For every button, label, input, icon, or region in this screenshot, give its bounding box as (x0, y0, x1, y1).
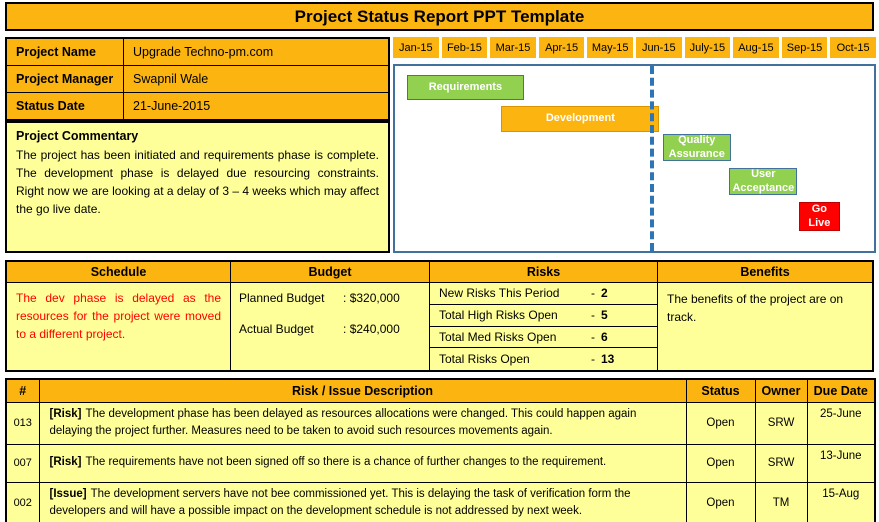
risk-stat-row: Total Med Risks Open -6 (430, 327, 657, 349)
status-date-label: Status Date (5, 92, 124, 121)
issue-description: [Risk] The development phase has been del… (38, 402, 687, 445)
month-cell: Oct-15 (830, 37, 876, 58)
budget-header: Budget (231, 262, 430, 283)
project-name-label: Project Name (5, 37, 124, 66)
issue-id: 007 (5, 443, 40, 483)
project-manager-label: Project Manager (5, 65, 124, 93)
risks-header: Risks (430, 262, 658, 283)
actual-budget-line: Actual Budget: $240,000 (239, 322, 421, 336)
issue-id: 013 (5, 402, 40, 445)
due-date-column-header: Due Date (806, 378, 876, 403)
risk-stat-label: Total High Risks Open (439, 308, 558, 323)
risk-stat-value: 6 (601, 329, 608, 344)
commentary-box: Project Commentary The project has been … (5, 121, 390, 253)
actual-budget-label: Actual Budget (239, 322, 314, 336)
planned-budget-line: Planned Budget: $320,000 (239, 291, 421, 305)
risk-stat-dash: - (591, 286, 595, 301)
commentary-heading: Project Commentary (16, 129, 139, 143)
issue-status: Open (685, 481, 756, 522)
risk-stat-dash: - (591, 352, 595, 367)
month-cell: May-15 (587, 37, 633, 58)
phase-bar-development: Development (501, 106, 660, 132)
summary-table: Schedule Budget Risks Benefits The dev p… (5, 260, 874, 372)
issue-description: [Issue] The development servers have not … (38, 481, 687, 522)
month-cell: July-15 (684, 37, 731, 58)
issue-owner: SRW (754, 402, 808, 445)
timeline-month-header: Jan-15 Feb-15 Mar-15 Apr-15 May-15 Jun-1… (393, 37, 876, 58)
risk-stat-row: Total Risks Open -13 (430, 348, 657, 370)
risk-stat-value: 5 (601, 308, 608, 323)
status-date-value: 21-June-2015 (123, 92, 390, 121)
status-date-marker-line (649, 66, 654, 251)
planned-budget-value: $320,000 (349, 291, 400, 305)
issue-owner: TM (754, 481, 808, 522)
month-cell: Apr-15 (538, 37, 585, 58)
risk-issue-header-row: # Risk / Issue Description Status Owner … (5, 378, 876, 403)
project-manager-value: Swapnil Wale (123, 65, 390, 93)
benefits-text: The benefits of the project are on track… (658, 283, 872, 370)
issue-due-date: 25-June (806, 402, 876, 445)
risks-cell: New Risks This Period -2 Total High Risks… (430, 283, 658, 370)
issue-tag: [Issue] (49, 487, 87, 500)
issue-status: Open (685, 402, 756, 445)
month-cell: Mar-15 (490, 37, 536, 58)
risk-stat-row: Total High Risks Open -5 (430, 305, 657, 327)
issue-row: 002 [Issue] The development servers have … (5, 481, 876, 522)
project-manager-row: Project Manager Swapnil Wale (5, 65, 390, 93)
risk-stat-dash: - (591, 329, 595, 344)
risk-issue-table: # Risk / Issue Description Status Owner … (5, 378, 876, 522)
risk-stat-dash: - (591, 308, 595, 323)
commentary-text: The project has been initiated and requi… (16, 147, 379, 216)
risk-stat-value: 13 (601, 352, 615, 367)
phase-bar-quality-assurance: Quality Assurance (662, 134, 731, 161)
page-title: Project Status Report PPT Template (5, 2, 874, 31)
issue-status: Open (685, 443, 756, 483)
owner-column-header: Owner (754, 378, 808, 403)
id-column-header: # (5, 378, 40, 403)
issue-row: 007 [Risk] The requirements have not been… (5, 443, 876, 483)
phase-bar-user-acceptance: User Acceptance (729, 168, 798, 195)
description-column-header: Risk / Issue Description (38, 378, 687, 403)
project-name-value: Upgrade Techno-pm.com (123, 37, 390, 66)
risk-stat-row: New Risks This Period -2 (430, 283, 657, 305)
issue-tag: [Risk] (49, 408, 82, 420)
phase-bar-go-live: Go Live (798, 202, 840, 231)
issue-text: The requirements have not been signed of… (85, 456, 607, 469)
actual-budget-sep: : (343, 322, 347, 336)
gantt-chart: Requirements Development Quality Assurance… (393, 64, 876, 253)
issue-row: 013 [Risk] The development phase has been… (5, 402, 876, 445)
issue-tag: [Risk] (49, 456, 82, 469)
project-info-table: Project Name Upgrade Techno-pm.com Proje… (5, 37, 390, 121)
phase-bar-requirements: Requirements (406, 75, 524, 100)
risk-stat-label: Total Med Risks Open (439, 329, 557, 344)
issue-text: The development phase has been delayed a… (49, 408, 637, 438)
budget-cell: Planned Budget: $320,000 Actual Budget: … (231, 283, 430, 370)
month-cell: Sep-15 (781, 37, 828, 58)
month-cell: Feb-15 (441, 37, 488, 58)
risk-stat-label: Total Risks Open (439, 352, 530, 367)
issue-text: The development servers have not bee com… (49, 487, 631, 517)
actual-budget-value: $240,000 (349, 322, 400, 336)
month-cell: Aug-15 (733, 37, 779, 58)
risk-stat-value: 2 (601, 286, 608, 301)
project-name-row: Project Name Upgrade Techno-pm.com (5, 37, 390, 66)
month-cell: Jan-15 (393, 37, 439, 58)
issue-owner: SRW (754, 443, 808, 483)
month-cell: Jun-15 (635, 37, 682, 58)
issue-due-date: 13-June (806, 443, 876, 483)
schedule-header: Schedule (7, 262, 231, 283)
issue-description: [Risk] The requirements have not been sig… (38, 443, 687, 483)
issue-id: 002 (5, 481, 40, 522)
risk-stat-label: New Risks This Period (439, 286, 560, 301)
issue-due-date: 15-Aug (806, 481, 876, 522)
planned-budget-label: Planned Budget (239, 291, 325, 305)
schedule-commentary: The dev phase is delayed as the resource… (7, 283, 231, 370)
benefits-header: Benefits (658, 262, 872, 283)
planned-budget-sep: : (343, 291, 347, 305)
status-date-row: Status Date 21-June-2015 (5, 92, 390, 121)
status-column-header: Status (685, 378, 756, 403)
